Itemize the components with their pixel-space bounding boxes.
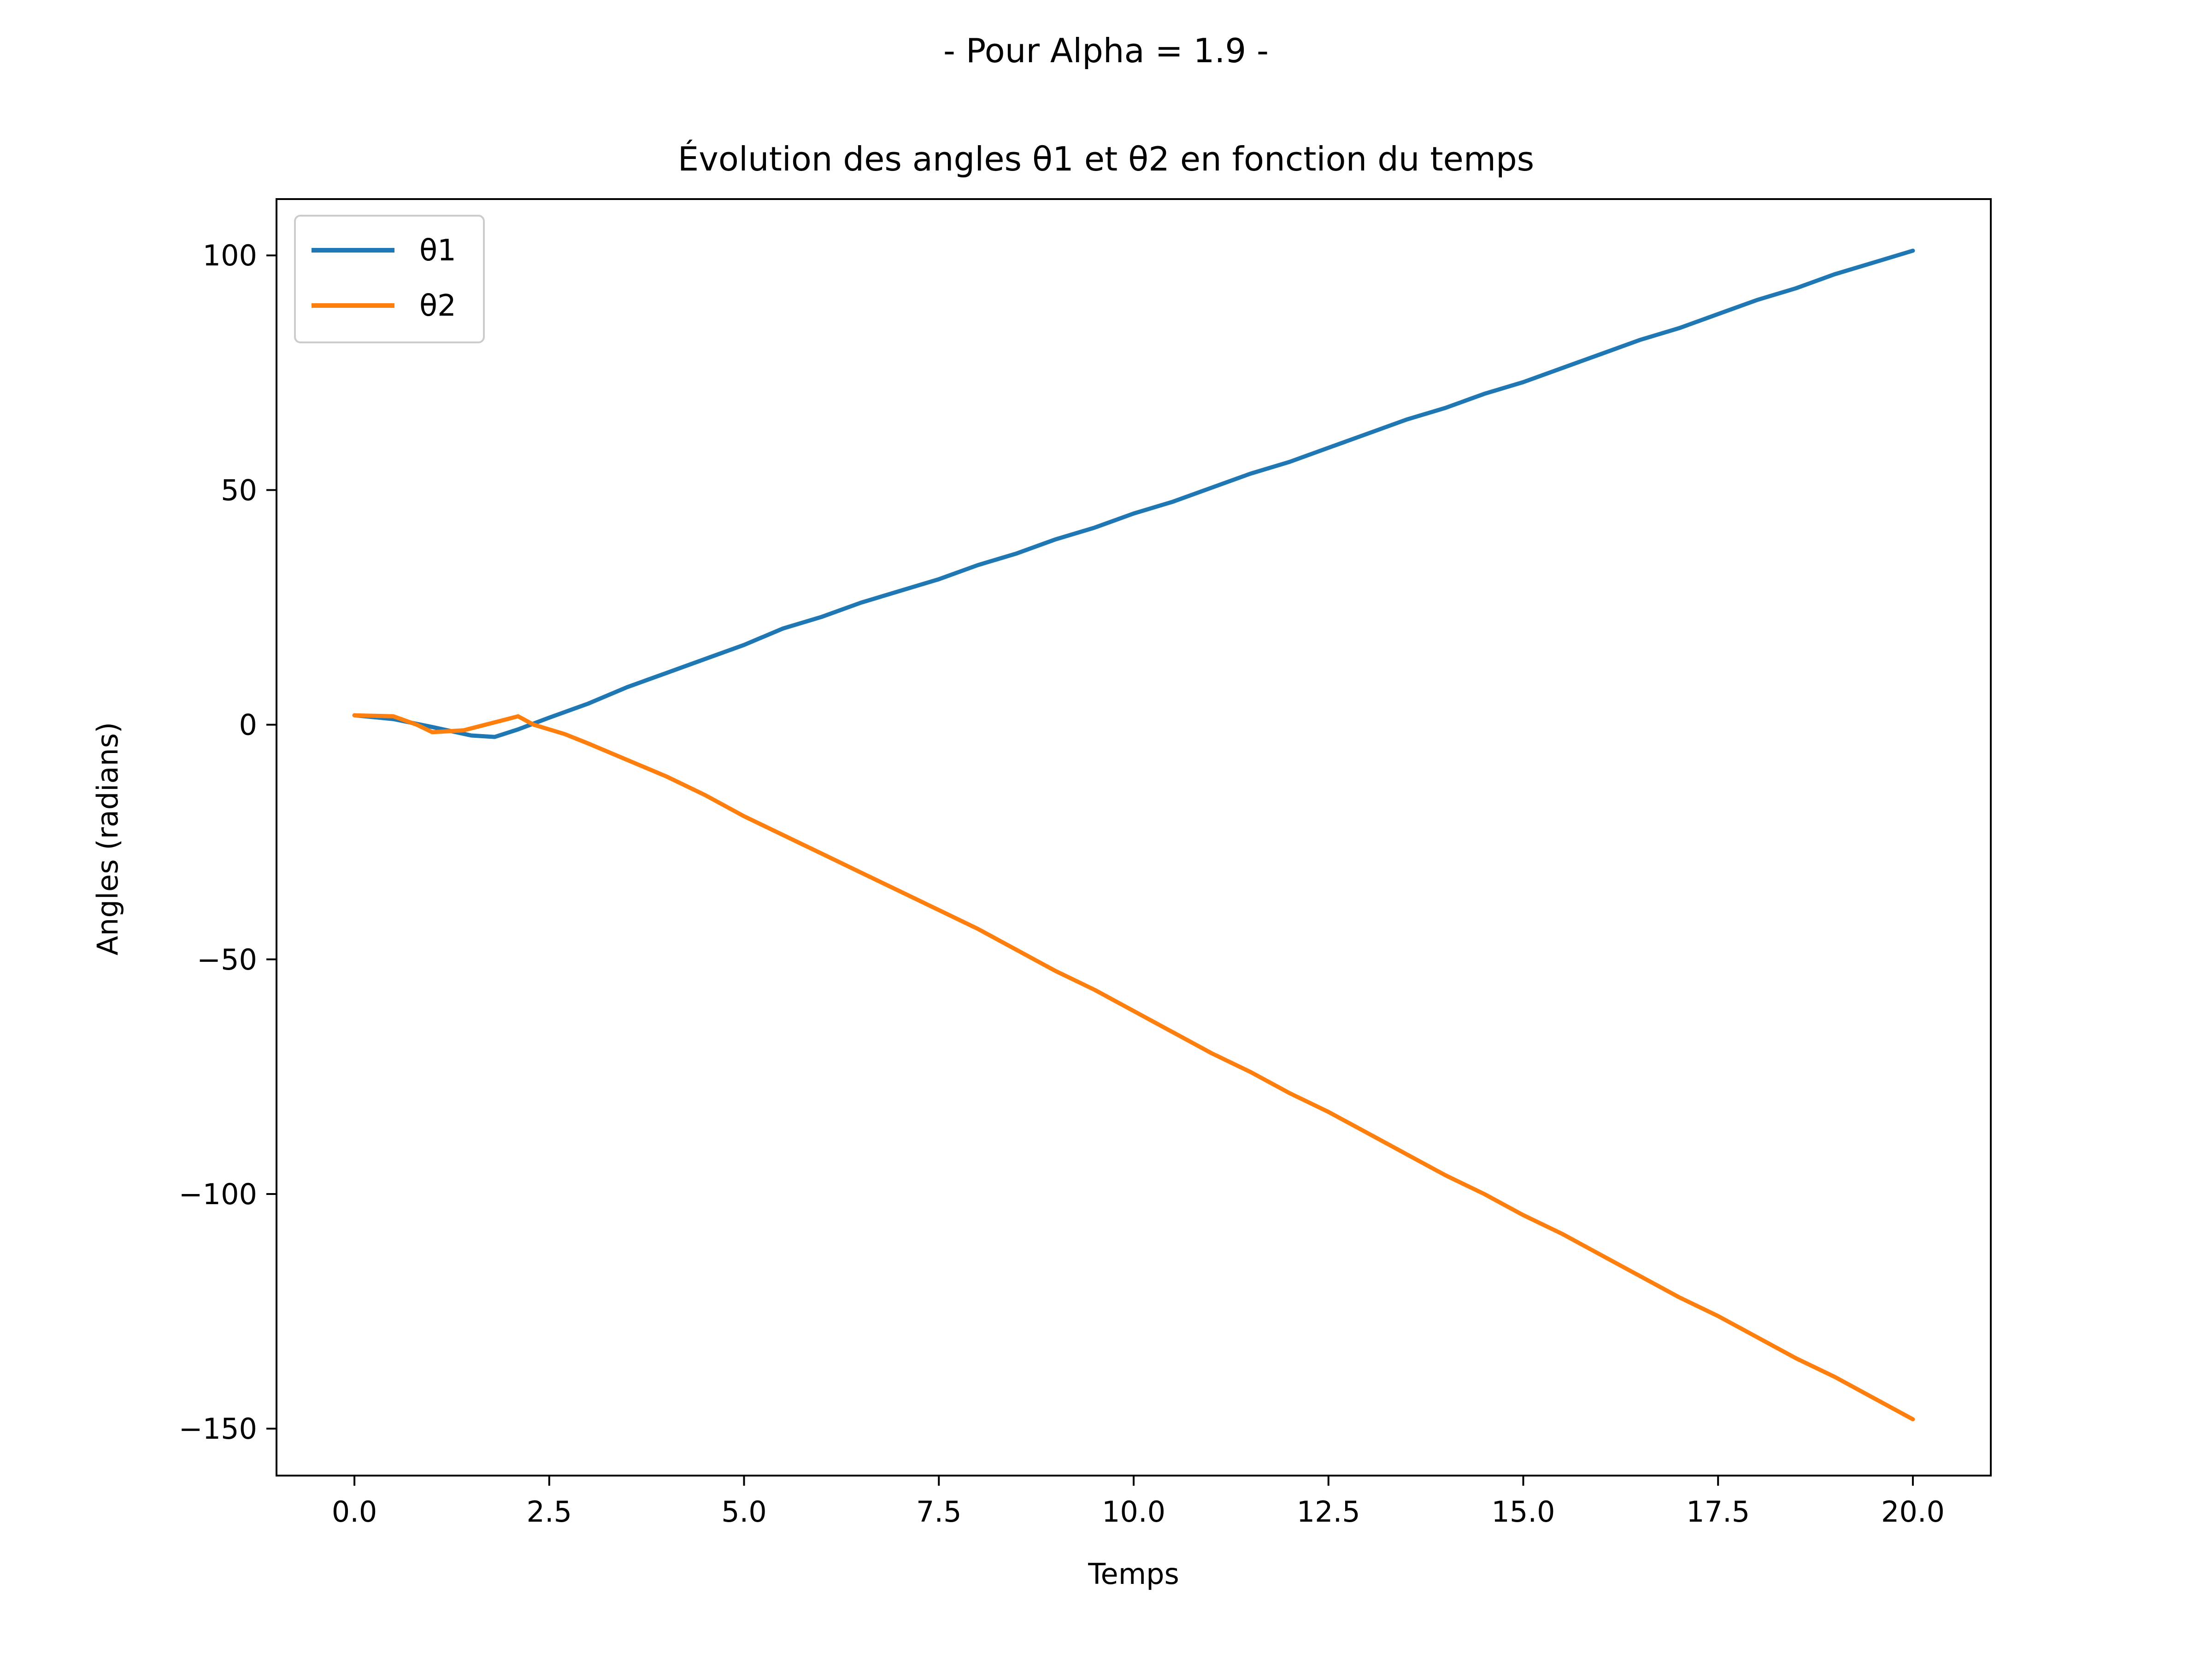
chart-title: Évolution des angles θ1 et θ2 en fonctio…: [678, 140, 1534, 178]
series-line-theta2: [352, 713, 1915, 1422]
x-axis-ticks: 0.0 2.5 5.0 7.5 10.0 12.5 15.0 17.5 20.0: [332, 1476, 1945, 1529]
x-tick-label: 17.5: [1686, 1495, 1750, 1529]
y-tick-label: −150: [179, 1412, 257, 1446]
x-axis-label: Temps: [1088, 1557, 1179, 1591]
y-tick-label: 50: [221, 473, 257, 507]
x-tick-label: 10.0: [1102, 1495, 1165, 1529]
x-tick-label: 20.0: [1881, 1495, 1945, 1529]
y-tick-label: −100: [179, 1177, 257, 1211]
x-tick-label: 12.5: [1297, 1495, 1360, 1529]
y-axis-label: Angles (radians): [91, 722, 124, 955]
legend: θ1 θ2: [294, 215, 485, 343]
legend-label-theta2: θ2: [419, 289, 456, 323]
x-tick-label: 7.5: [916, 1495, 962, 1529]
x-tick-label: 15.0: [1491, 1495, 1555, 1529]
series-lines: [352, 248, 1915, 1422]
y-tick-label: 0: [239, 708, 257, 742]
x-tick-label: 0.0: [332, 1495, 377, 1529]
legend-box: [294, 215, 485, 343]
x-tick-label: 5.0: [721, 1495, 767, 1529]
series-line-theta1: [352, 248, 1915, 739]
legend-label-theta1: θ1: [419, 234, 456, 268]
x-tick-label: 2.5: [527, 1495, 572, 1529]
y-axis-ticks: 100 50 0 −50 −100 −150: [179, 239, 276, 1446]
y-tick-label: 100: [203, 239, 257, 272]
plot-area-frame: [276, 198, 1992, 1477]
y-tick-label: −50: [197, 943, 257, 977]
chart-suptitle: - Pour Alpha = 1.9 -: [943, 31, 1269, 70]
